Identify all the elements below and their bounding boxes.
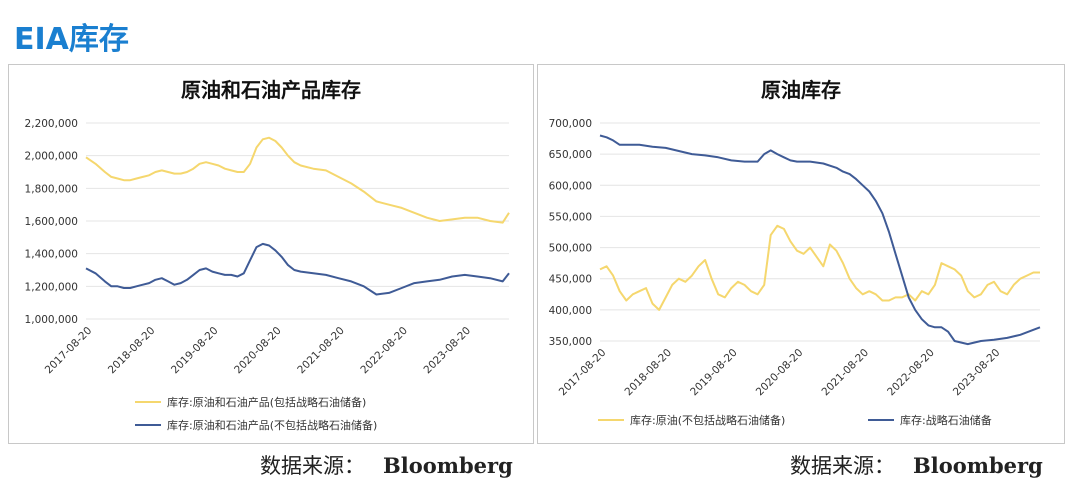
- source-note-left: 数据来源： Bloomberg: [260, 450, 513, 480]
- y-tick-label: 350,000: [549, 336, 592, 348]
- y-tick-label: 1,600,000: [25, 216, 78, 228]
- source-note-right: 数据来源： Bloomberg: [790, 450, 1043, 480]
- x-tick-label: 2020-08-20: [232, 325, 284, 377]
- x-tick-label: 2017-08-20: [557, 347, 609, 399]
- series-line-2: [85, 242, 510, 296]
- series-line-1: [85, 136, 510, 224]
- x-tick-label: 2020-08-20: [754, 347, 806, 399]
- chart-crude-inventory: 原油库存 350,000 400,000 450,000 500,000 550,000 6…: [549, 78, 1041, 427]
- y-tick-label: 1,400,000: [25, 249, 78, 261]
- x-tick-label: 2022-08-20: [885, 347, 937, 399]
- y-tick-label: 600,000: [549, 180, 592, 192]
- y-tick-label: 450,000: [549, 274, 592, 286]
- source-name: Bloomberg: [383, 453, 513, 478]
- page-title: EIA库存: [14, 22, 129, 57]
- series-line-2: [599, 134, 1041, 346]
- chart-total-inventory: 原油和石油产品库存 1,000,000 1,200,000 1,400,000 1,60…: [25, 78, 510, 432]
- x-tick-label: 2023-08-20: [951, 347, 1003, 399]
- x-tick-label: 2017-08-20: [43, 325, 95, 377]
- chart-panel-total-inventory: 原油和石油产品库存 1,000,000 1,200,000 1,400,000 1,60…: [8, 64, 534, 444]
- x-tick-label: 2019-08-20: [688, 347, 740, 399]
- source-label: 数据来源：: [260, 454, 365, 478]
- chart-title: 原油和石油产品库存: [181, 78, 361, 102]
- x-tick-label: 2019-08-20: [169, 325, 221, 377]
- y-tick-label: 1,000,000: [25, 314, 78, 326]
- x-tick-label: 2018-08-20: [622, 347, 674, 399]
- legend-label: 库存:战略石油储备: [900, 413, 992, 427]
- chart-panel-crude-inventory: 原油库存 350,000 400,000 450,000 500,000 550,000 6…: [537, 64, 1065, 444]
- x-tick-label: 2021-08-20: [819, 347, 871, 399]
- legend-label: 库存:原油和石油产品(不包括战略石油储备): [167, 418, 377, 432]
- source-label: 数据来源：: [790, 454, 895, 478]
- series-line-1: [599, 224, 1040, 311]
- y-tick-label: 2,000,000: [25, 151, 78, 163]
- x-tick-label: 2018-08-20: [106, 325, 158, 377]
- y-tick-label: 700,000: [549, 118, 592, 130]
- legend-label: 库存:原油和石油产品(包括战略石油储备): [167, 395, 366, 409]
- chart-title: 原油库存: [761, 78, 841, 102]
- y-tick-label: 550,000: [549, 211, 592, 223]
- x-tick-label: 2022-08-20: [358, 325, 410, 377]
- x-tick-label: 2023-08-20: [422, 325, 474, 377]
- source-name: Bloomberg: [913, 453, 1043, 478]
- legend-label: 库存:原油(不包括战略石油储备): [630, 413, 785, 427]
- y-tick-label: 500,000: [549, 243, 592, 255]
- y-tick-label: 650,000: [549, 149, 592, 161]
- x-tick-label: 2021-08-20: [295, 325, 347, 377]
- y-tick-label: 400,000: [549, 305, 592, 317]
- y-tick-label: 2,200,000: [25, 118, 78, 130]
- y-tick-label: 1,200,000: [25, 281, 78, 293]
- y-tick-label: 1,800,000: [25, 183, 78, 195]
